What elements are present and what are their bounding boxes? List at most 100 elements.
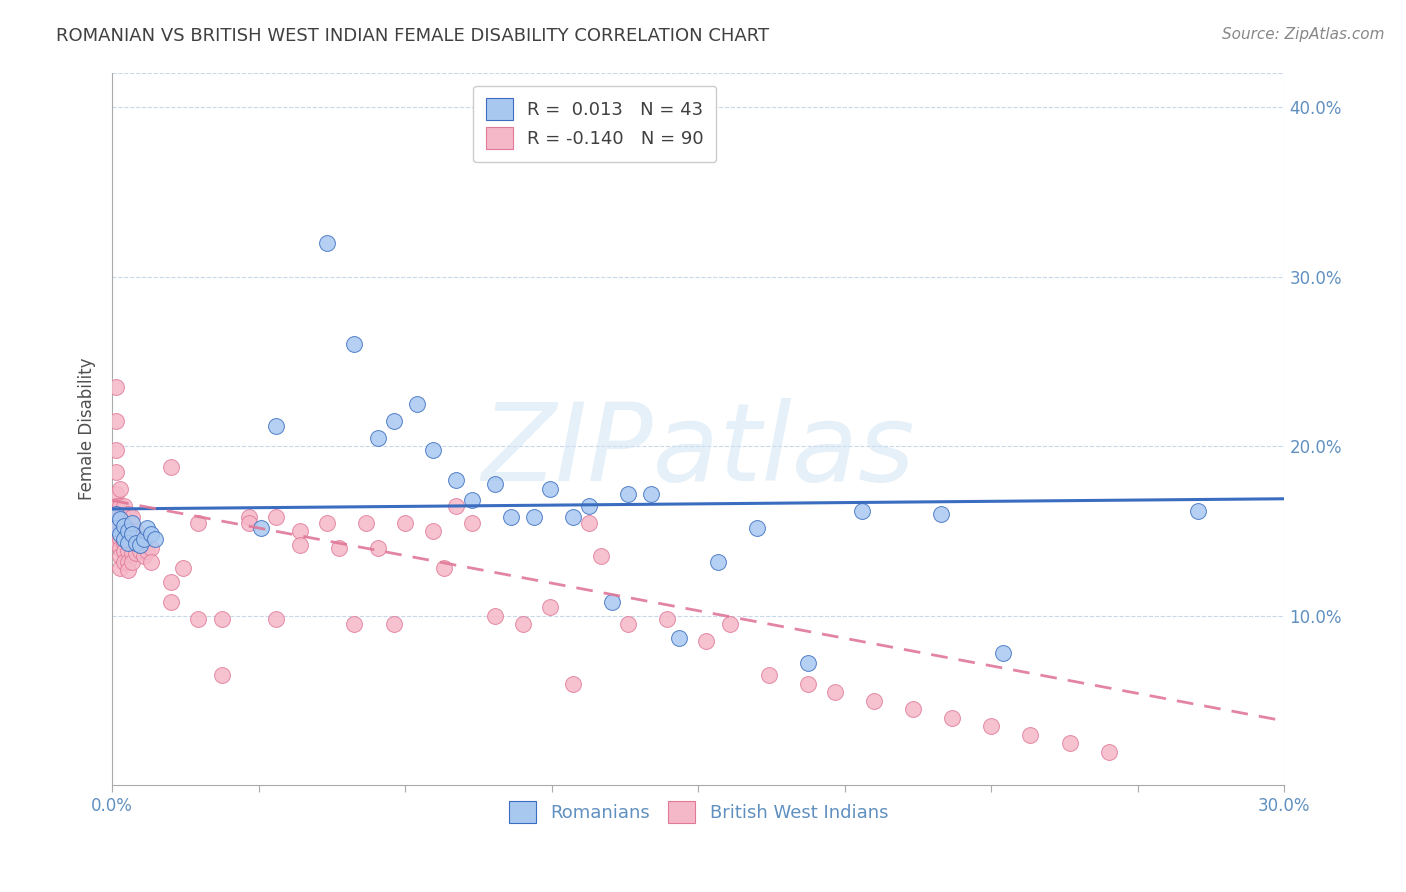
Point [108, 499, 131, 513]
Point [125, 524, 148, 538]
Point [108, 512, 131, 526]
Point [121, 546, 143, 560]
Point [108, 482, 131, 496]
Point [316, 235, 339, 250]
Point [288, 538, 311, 552]
Point [117, 536, 139, 550]
Point [117, 507, 139, 521]
Point [112, 544, 135, 558]
Point [695, 634, 717, 648]
Point [343, 337, 366, 351]
Point [121, 555, 143, 569]
Point [117, 555, 139, 569]
Point [288, 524, 311, 538]
Point [668, 631, 690, 645]
Point [929, 507, 952, 521]
Point [121, 524, 143, 538]
Point [444, 499, 467, 513]
Y-axis label: Female Disability: Female Disability [79, 358, 96, 500]
Point [112, 510, 135, 524]
Point [105, 507, 128, 521]
Point [105, 414, 128, 428]
Point [105, 520, 128, 534]
Point [249, 520, 271, 534]
Text: ZIPatlas: ZIPatlas [482, 398, 915, 503]
Point [382, 414, 405, 428]
Point [108, 533, 131, 547]
Point [460, 516, 482, 530]
Point [121, 516, 143, 530]
Point [108, 510, 131, 524]
Point [406, 397, 429, 411]
Point [112, 555, 135, 569]
Point [105, 380, 128, 394]
Point [187, 612, 209, 626]
Point [132, 533, 155, 547]
Point [367, 541, 389, 555]
Point [125, 536, 148, 550]
Point [1059, 736, 1081, 750]
Point [112, 533, 135, 547]
Point [655, 612, 678, 626]
Point [108, 527, 131, 541]
Point [266, 510, 288, 524]
Point [105, 536, 128, 550]
Point [105, 465, 128, 479]
Point [266, 612, 288, 626]
Point [796, 676, 818, 690]
Point [112, 524, 135, 538]
Point [238, 510, 260, 524]
Point [160, 574, 183, 589]
Point [903, 702, 925, 716]
Point [136, 544, 159, 558]
Point [105, 499, 128, 513]
Point [444, 473, 467, 487]
Point [460, 493, 482, 508]
Point [484, 608, 506, 623]
Point [128, 533, 150, 547]
Point [141, 541, 163, 555]
Point [1187, 503, 1209, 517]
Point [117, 524, 139, 538]
Point [121, 536, 143, 550]
Point [796, 657, 818, 671]
Point [589, 549, 612, 564]
Point [343, 617, 366, 632]
Point [105, 527, 128, 541]
Point [112, 519, 135, 533]
Point [758, 668, 780, 682]
Point [132, 549, 155, 564]
Point [108, 561, 131, 575]
Point [941, 710, 963, 724]
Point [578, 516, 600, 530]
Point [160, 595, 183, 609]
Point [512, 617, 534, 632]
Point [125, 536, 148, 550]
Point [562, 510, 585, 524]
Legend: Romanians, British West Indians: Romanians, British West Indians [502, 793, 896, 830]
Point [132, 538, 155, 552]
Point [863, 693, 886, 707]
Point [523, 510, 546, 524]
Point [640, 486, 662, 500]
Point [422, 524, 444, 538]
Point [105, 510, 128, 524]
Point [238, 516, 260, 530]
Point [105, 486, 128, 500]
Point [143, 533, 166, 547]
Point [117, 520, 139, 534]
Point [125, 546, 148, 560]
Point [128, 538, 150, 552]
Point [367, 431, 389, 445]
Point [538, 482, 561, 496]
Point [117, 563, 139, 577]
Text: Source: ZipAtlas.com: Source: ZipAtlas.com [1222, 27, 1385, 42]
Point [980, 719, 1002, 733]
Point [602, 595, 624, 609]
Point [328, 541, 350, 555]
Point [172, 561, 194, 575]
Point [382, 617, 405, 632]
Point [105, 442, 128, 457]
Point [578, 499, 600, 513]
Point [112, 536, 135, 550]
